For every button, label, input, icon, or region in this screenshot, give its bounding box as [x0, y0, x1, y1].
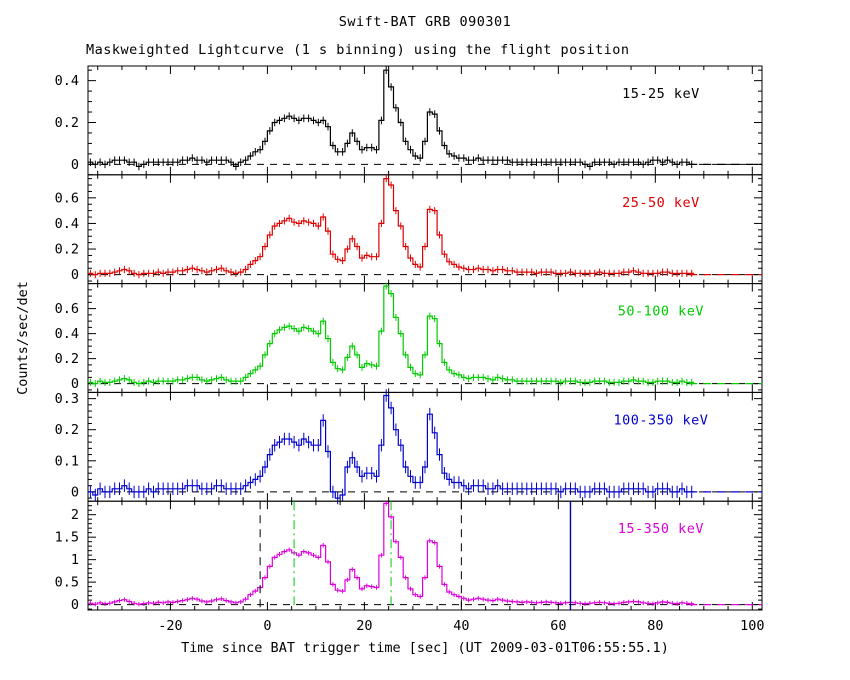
- y-axis-label: Counts/sec/det: [15, 281, 31, 395]
- y-tick-label: 1.5: [55, 530, 79, 546]
- band-label-15-350-kev: 15-350 keV: [618, 521, 704, 537]
- x-tick-label: 100: [740, 618, 764, 634]
- panel-frame-15-25-kev: [87, 65, 763, 176]
- x-axis-label: Time since BAT trigger time [sec] (UT 20…: [181, 640, 669, 656]
- y-tick-label: 0.2: [55, 422, 79, 438]
- y-tick-label: 0: [71, 157, 79, 173]
- y-tick-label: 0.5: [55, 575, 79, 591]
- error-bars-15-350-kev: [89, 501, 693, 607]
- y-tick-label: 2: [71, 507, 79, 523]
- error-bars-100-350-kev: [89, 389, 693, 505]
- y-tick-label: 0.4: [55, 73, 79, 89]
- panel-frame-15-350-kev: [87, 500, 763, 611]
- y-tick-label: 0.6: [55, 301, 79, 317]
- y-tick-label: 0.3: [55, 391, 79, 407]
- x-tick-label: 80: [647, 618, 663, 634]
- plot-subtitle: Maskweighted Lightcurve (1 s binning) us…: [86, 42, 630, 58]
- error-bars-50-100-kev: [89, 282, 693, 388]
- y-tick-label: 0: [71, 376, 79, 392]
- x-tick-label: 60: [550, 618, 566, 634]
- y-tick-label: 0.2: [55, 115, 79, 131]
- y-tick-label: 0: [71, 484, 79, 500]
- y-tick-label: 0.2: [55, 351, 79, 367]
- lightcurve-path-50-100-kev: [88, 285, 695, 385]
- y-tick-label: 0.6: [55, 190, 79, 206]
- lightcurve-path-25-50-kev: [88, 178, 695, 276]
- y-tick-label: 0.4: [55, 216, 79, 232]
- y-tick-label: 0.2: [55, 242, 79, 258]
- band-label-25-50-kev: 25-50 keV: [622, 195, 700, 211]
- x-tick-label: 0: [263, 618, 271, 634]
- y-tick-label: 1: [71, 552, 79, 568]
- plot-title: Swift-BAT GRB 090301: [338, 14, 512, 30]
- lightcurve-path-100-350-kev: [88, 394, 695, 499]
- lightcurve-path-15-25-kev: [88, 69, 695, 167]
- y-tick-label: 0.4: [55, 326, 79, 342]
- x-tick-label: 20: [356, 618, 372, 634]
- error-bars-25-50-kev: [89, 175, 693, 279]
- x-tick-label: -20: [158, 618, 182, 634]
- band-label-50-100-kev: 50-100 keV: [618, 304, 704, 320]
- error-bars-15-25-kev: [89, 66, 693, 171]
- band-label-100-350-kev: 100-350 keV: [613, 412, 708, 428]
- x-tick-label: 40: [453, 618, 469, 634]
- band-label-15-25-kev: 15-25 keV: [622, 86, 700, 102]
- panel-frame-100-350-kev: [87, 391, 763, 502]
- y-tick-label: 0.1: [55, 453, 79, 469]
- y-tick-label: 0: [71, 267, 79, 283]
- y-tick-label: 0: [71, 597, 79, 613]
- panel-frame-25-50-kev: [87, 174, 763, 285]
- panel-frame-50-100-kev: [87, 283, 763, 393]
